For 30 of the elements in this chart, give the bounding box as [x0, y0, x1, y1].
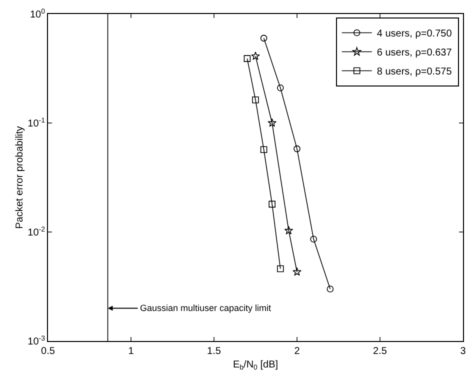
y-tick-label: 10$^{-1}$ [28, 117, 46, 130]
y-tick-label: 10$^{-3}$ [28, 335, 46, 348]
y-axis-title: Packet error probability [14, 126, 26, 229]
point [251, 52, 260, 60]
ref-line-label: Gaussian multiuser capacity limit [140, 303, 272, 313]
x-tick-label: 3 [460, 346, 466, 357]
point [277, 84, 284, 92]
x-axis-title: E$_{b}$/N$_{0}$ [dB] [232, 360, 278, 372]
x-tick-label: 1.5 [207, 346, 222, 357]
point [268, 200, 276, 208]
point [260, 34, 268, 42]
point [277, 265, 284, 272]
point [284, 226, 294, 234]
point [292, 267, 302, 276]
point [244, 55, 251, 62]
y-tick-label: 10$^{0}$ [30, 8, 46, 20]
legend-label: 8 users, ρ=0.575 [376, 66, 452, 78]
point [310, 236, 317, 243]
x-tick-label: 2.5 [373, 346, 388, 357]
point [268, 118, 276, 127]
x-tick-label: 1 [128, 346, 134, 357]
point [294, 145, 300, 152]
point [326, 286, 334, 292]
y-tick-label: 10$^{-2}$ [28, 226, 46, 238]
legend-label: 4 users, ρ=0.750 [376, 28, 452, 40]
legend-label: 6 users, ρ=0.637 [376, 48, 452, 59]
x-tick-label: 0.5 [41, 346, 56, 357]
point [252, 96, 259, 104]
point [260, 146, 268, 154]
x-tick-label: 2 [294, 346, 300, 357]
